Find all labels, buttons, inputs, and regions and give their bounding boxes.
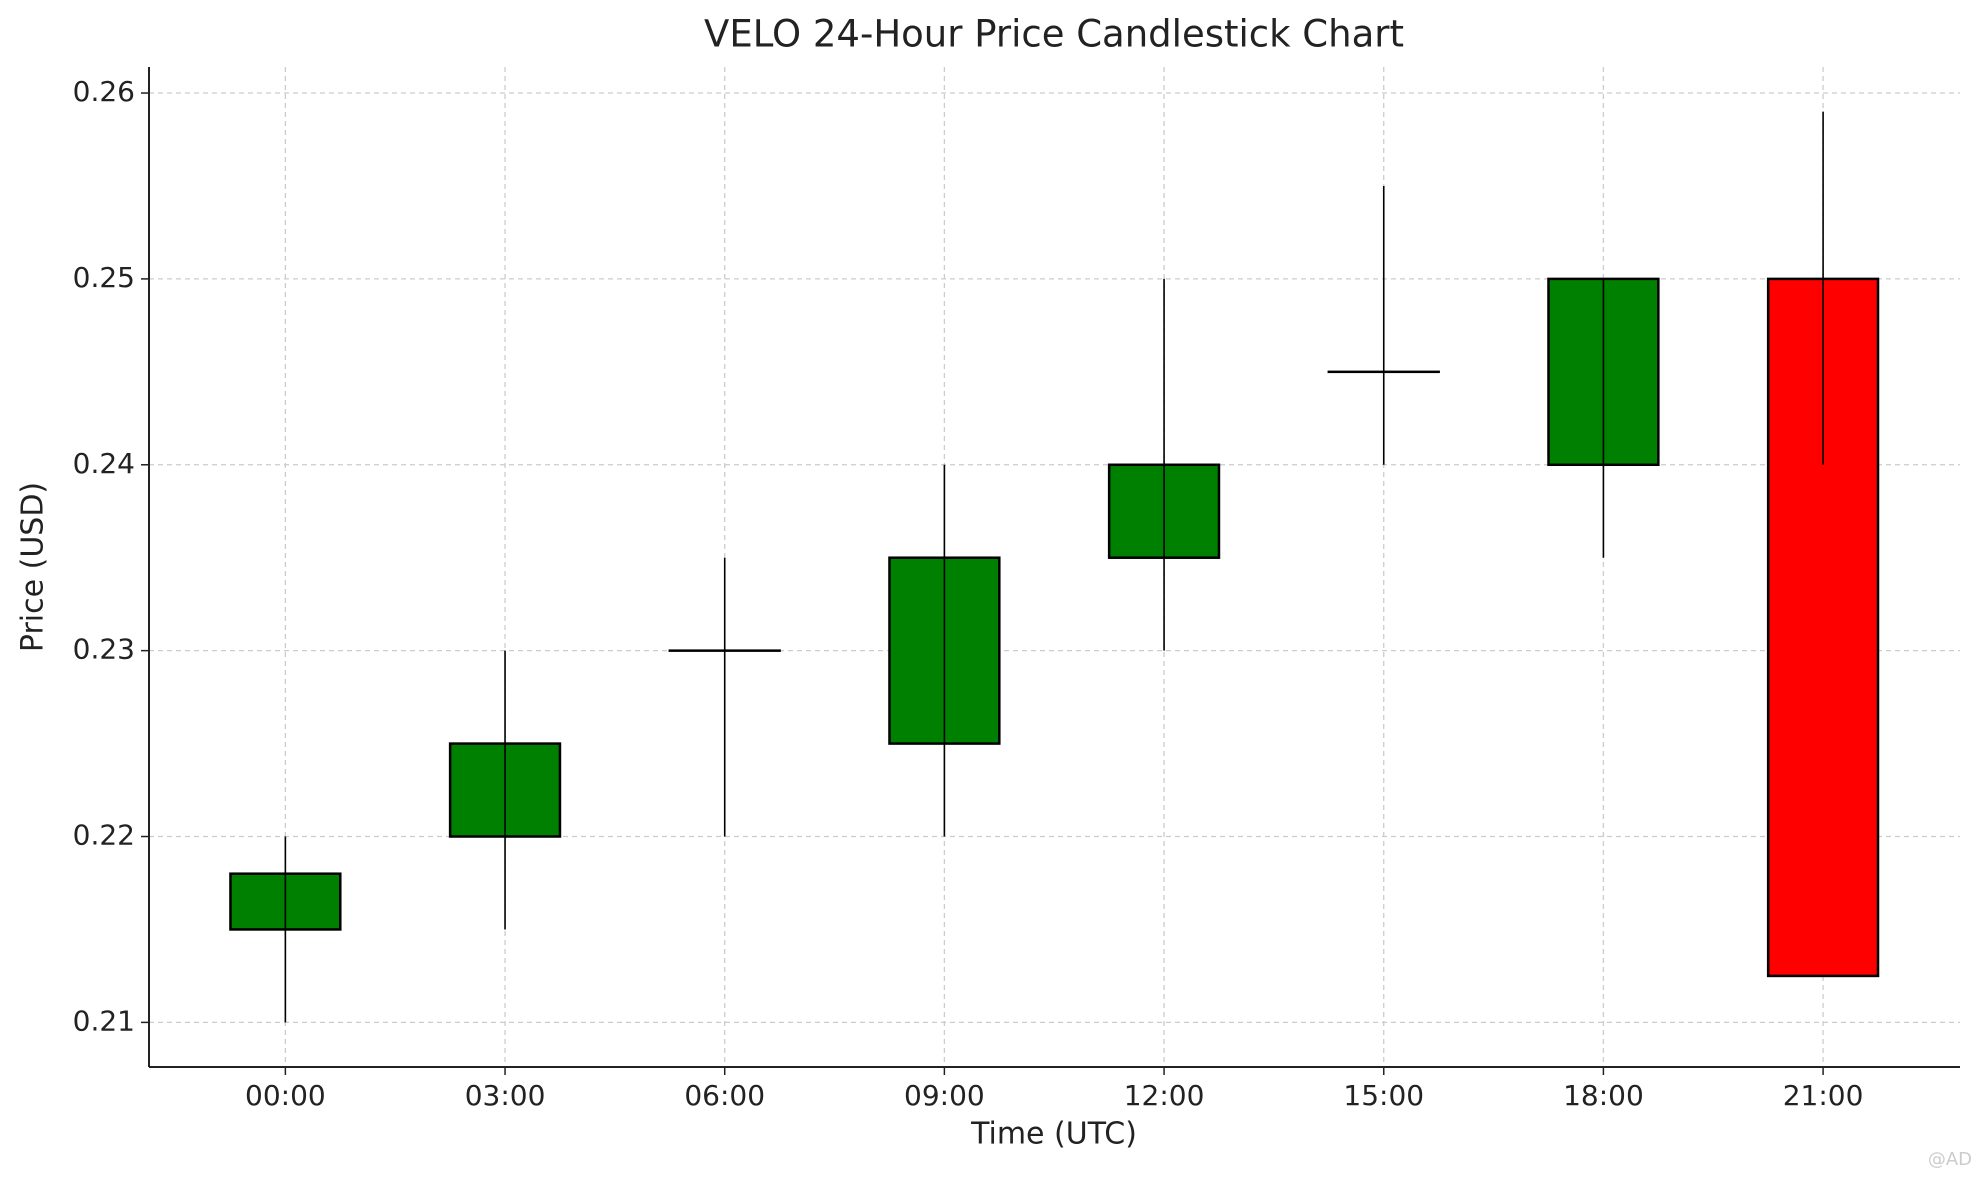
x-axis-label: Time (UTC) <box>970 1117 1137 1152</box>
watermark: @AD <box>1928 1149 1972 1170</box>
chart-title: VELO 24-Hour Price Candlestick Chart <box>704 13 1404 56</box>
x-tick-label: 18:00 <box>1563 1079 1644 1112</box>
y-tick-label: 0.24 <box>73 447 135 480</box>
y-tick-label: 0.25 <box>73 261 135 294</box>
x-tick-label: 00:00 <box>245 1079 326 1112</box>
y-axis-label: Price (USD) <box>16 482 51 652</box>
x-tick-label: 12:00 <box>1124 1079 1205 1112</box>
y-tick-label: 0.22 <box>73 819 135 852</box>
y-tick-label: 0.21 <box>73 1004 135 1037</box>
x-tick-label: 06:00 <box>684 1079 765 1112</box>
y-tick-label: 0.26 <box>73 75 135 108</box>
x-tick-label: 21:00 <box>1783 1079 1864 1112</box>
y-tick-label: 0.23 <box>73 633 135 666</box>
x-tick-label: 09:00 <box>904 1079 985 1112</box>
x-tick-label: 03:00 <box>465 1079 546 1112</box>
x-tick-label: 15:00 <box>1343 1079 1424 1112</box>
